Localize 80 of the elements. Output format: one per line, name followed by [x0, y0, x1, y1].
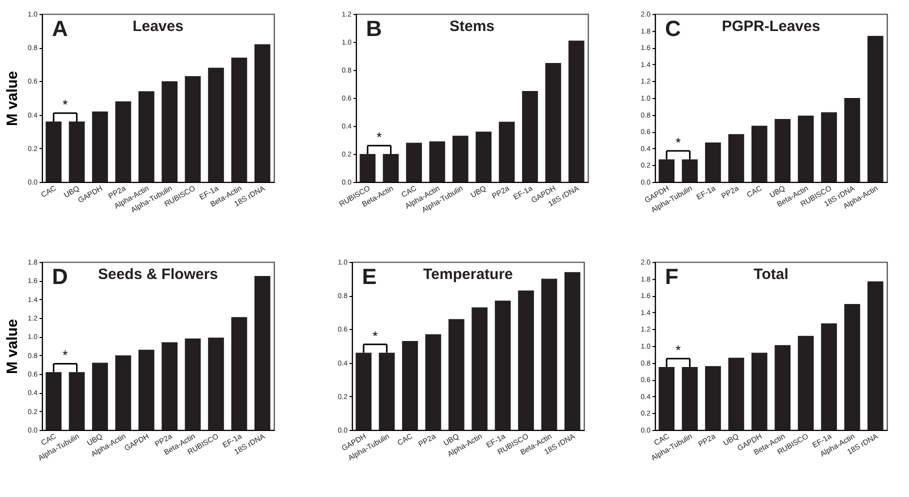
- bar: [472, 307, 488, 430]
- bar: [545, 63, 562, 182]
- bar: [705, 366, 721, 430]
- bar: [162, 81, 178, 182]
- bar: [429, 141, 446, 182]
- bar: [254, 276, 270, 430]
- bar: [115, 355, 132, 430]
- bar: [162, 342, 178, 430]
- bar: [518, 290, 534, 430]
- bar: [46, 122, 62, 182]
- bar: [658, 159, 675, 182]
- chart-title: Stems: [449, 18, 495, 35]
- bar: [360, 154, 376, 182]
- bar: [115, 101, 132, 182]
- bar: [844, 304, 860, 430]
- bar: [476, 132, 492, 182]
- annotation: B: [366, 16, 382, 41]
- bar: [568, 40, 584, 182]
- bar: [494, 300, 511, 430]
- chart-title: Seeds & Flowers: [98, 266, 218, 283]
- bar: [231, 58, 248, 182]
- annotation: *: [676, 134, 681, 150]
- annotation: *: [376, 130, 382, 145]
- bar: [138, 350, 154, 430]
- bar: [378, 352, 395, 430]
- bar: [92, 111, 108, 182]
- bar: [184, 76, 201, 182]
- chart-title: PGPR-Leaves: [722, 18, 820, 35]
- bar: [867, 36, 884, 182]
- bar: [208, 338, 224, 430]
- bar: [452, 136, 468, 182]
- bar: [798, 116, 814, 182]
- bar: [498, 122, 515, 182]
- bar: [774, 345, 791, 430]
- annotation: F: [665, 264, 678, 289]
- bar: [682, 367, 698, 430]
- bar: [844, 98, 860, 182]
- bar: [821, 323, 837, 430]
- bar: [522, 91, 538, 182]
- bar: [68, 372, 85, 430]
- y-axis-title: M value: [4, 318, 21, 374]
- chart-title: Total: [754, 266, 788, 283]
- bar: [751, 126, 768, 182]
- bar: [92, 362, 108, 430]
- annotation: A: [52, 16, 68, 41]
- annotation: *: [372, 328, 378, 344]
- bar: [751, 352, 768, 430]
- annotation: E: [362, 264, 377, 289]
- y-axis-title: M value: [4, 70, 21, 126]
- bar: [382, 154, 399, 182]
- bar: [448, 319, 464, 430]
- bar: [682, 159, 698, 182]
- chart-title: Leaves: [132, 18, 184, 35]
- annotation: C: [665, 16, 681, 41]
- bar: [774, 119, 791, 182]
- annotation: *: [62, 348, 68, 363]
- annotation: *: [676, 342, 681, 358]
- bar: [184, 338, 201, 430]
- bar: [254, 44, 270, 182]
- bar: [68, 122, 85, 182]
- bar: [705, 142, 721, 182]
- bar: [867, 281, 884, 430]
- bar: [821, 112, 837, 182]
- annotation: *: [62, 97, 68, 112]
- bar: [406, 142, 422, 182]
- annotation: D: [52, 264, 68, 289]
- bar: [728, 358, 744, 430]
- bar: [541, 278, 558, 430]
- bar: [46, 372, 62, 430]
- bar: [138, 91, 154, 182]
- bar: [208, 68, 224, 182]
- bar: [728, 134, 744, 182]
- bar: [231, 317, 248, 430]
- bar: [425, 334, 442, 430]
- bar: [658, 367, 675, 430]
- bar: [564, 272, 580, 430]
- bar: [356, 352, 372, 430]
- bar: [798, 336, 814, 430]
- chart-title: Temperature: [423, 266, 513, 283]
- bar: [402, 340, 418, 430]
